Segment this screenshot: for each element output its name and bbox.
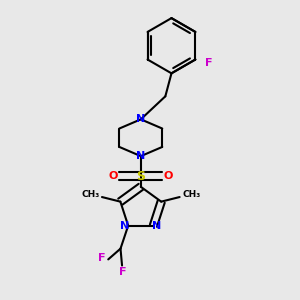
Text: N: N [120, 220, 129, 231]
Text: O: O [164, 171, 173, 181]
Text: N: N [152, 220, 162, 231]
Text: S: S [136, 169, 145, 183]
Text: F: F [119, 267, 127, 277]
Text: F: F [206, 58, 213, 68]
Text: N: N [136, 151, 146, 161]
Text: F: F [98, 254, 106, 263]
Text: O: O [109, 171, 118, 181]
Text: CH₃: CH₃ [182, 190, 200, 199]
Text: N: N [136, 114, 146, 124]
Text: CH₃: CH₃ [81, 190, 100, 199]
